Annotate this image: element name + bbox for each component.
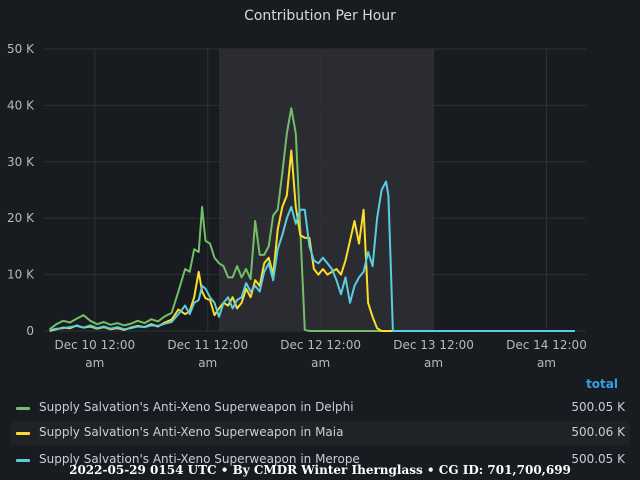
legend-total-maia: 500.06 K xyxy=(571,425,625,439)
y-tick-label: 30 K xyxy=(7,155,35,169)
legend-label-delphi: Supply Salvation's Anti-Xeno Superweapon… xyxy=(39,400,354,414)
x-tick-label: Dec 14 12:00 am xyxy=(506,338,587,370)
legend-item-delphi[interactable]: Supply Salvation's Anti-Xeno Superweapon… xyxy=(10,396,630,420)
footer-credit: 2022-05-29 0154 UTC • By CMDR Winter Ihe… xyxy=(69,463,571,477)
y-tick-label: 20 K xyxy=(7,211,35,225)
x-tick-label: Dec 10 12:00 am xyxy=(54,338,135,370)
legend-total-header[interactable]: total xyxy=(586,377,618,391)
x-tick-label: Dec 12 12:00 am xyxy=(280,338,361,370)
legend-label-merope: Supply Salvation's Anti-Xeno Superweapon… xyxy=(39,452,360,466)
legend-total-merope: 500.05 K xyxy=(571,452,625,466)
series-lines xyxy=(49,107,575,332)
legend-total-delphi: 500.05 K xyxy=(571,400,625,414)
legend-swatch-delphi xyxy=(16,407,30,410)
y-tick-label: 40 K xyxy=(7,98,35,112)
highlight-band xyxy=(219,49,434,331)
line-chart: 010 K20 K30 K40 K50 K Dec 10 12:00 amDec … xyxy=(7,42,587,370)
y-tick-label: 50 K xyxy=(7,42,35,56)
y-axis: 0 10 K 20 K 30 K 40 K 50 K xyxy=(7,42,35,338)
legend-swatch-merope xyxy=(16,459,30,462)
legend-label-maia: Supply Salvation's Anti-Xeno Superweapon… xyxy=(39,425,344,439)
x-axis: Dec 10 12:00 am Dec 11 12:00 am Dec 12 12:00… xyxy=(54,338,586,370)
highlight-range-rect xyxy=(219,49,434,331)
legend-item-merope[interactable]: Supply Salvation's Anti-Xeno Superweapon… xyxy=(10,448,630,472)
legend-item-maia[interactable]: Supply Salvation's Anti-Xeno Superweapon… xyxy=(10,421,630,445)
chart-title: Contribution Per Hour xyxy=(244,8,396,24)
y-tick-label: 0 xyxy=(26,324,34,338)
x-tick-label: Dec 11 12:00 am xyxy=(167,338,248,370)
series-line-delphi xyxy=(49,107,575,332)
x-tick-label: Dec 13 12:00 am xyxy=(393,338,474,370)
y-tick-label: 10 K xyxy=(7,268,35,282)
series-line-merope xyxy=(49,180,575,332)
legend-swatch-maia xyxy=(16,432,30,435)
